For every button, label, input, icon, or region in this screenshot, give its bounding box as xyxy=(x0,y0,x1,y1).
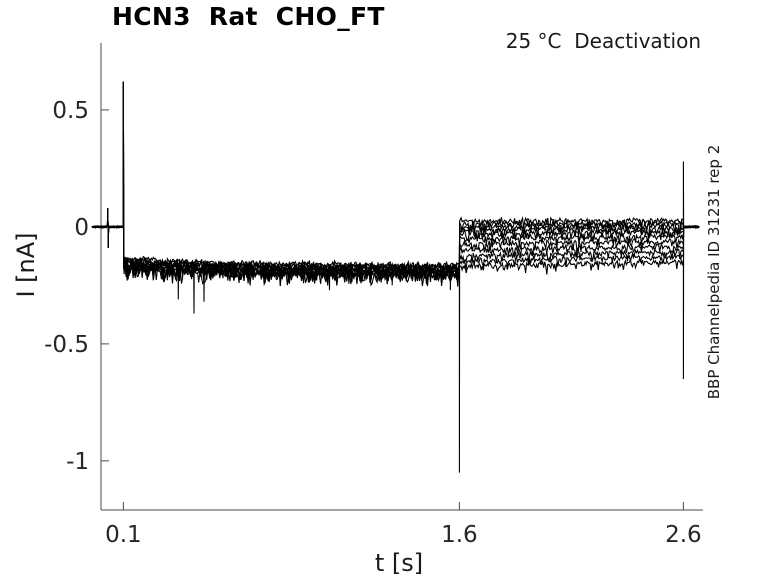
y-tick-label: -1 xyxy=(66,449,89,475)
x-tick-label: 0.1 xyxy=(105,522,142,548)
y-tick-label: 0.5 xyxy=(52,98,89,124)
trace-sweep-4 xyxy=(91,81,700,283)
trace-sweep-9 xyxy=(91,81,700,280)
trace-sweep-3 xyxy=(91,81,700,284)
x-tick-label: 1.6 xyxy=(441,522,478,548)
trace-sweep-7 xyxy=(91,81,700,280)
trace-sweep-8 xyxy=(91,81,700,279)
trace-sweep-6 xyxy=(91,81,700,314)
x-tick-label: 2.6 xyxy=(665,522,702,548)
axes: 0.5 0 -0.5 -1 0.1 1.6 2.6 xyxy=(44,43,703,548)
y-tick-label: 0 xyxy=(74,215,89,241)
trace-sweeps xyxy=(91,81,700,473)
chart-subtitle: 25 °C Deactivation xyxy=(505,29,701,53)
y-tick-label: -0.5 xyxy=(44,332,89,358)
trace-sweep-5 xyxy=(91,81,700,283)
trace-sweep-2 xyxy=(91,81,700,285)
x-axis-label: t [s] xyxy=(374,549,424,577)
trace-sweep-10 xyxy=(91,81,700,473)
chart-title: HCN3 Rat CHO_FT xyxy=(112,2,385,31)
